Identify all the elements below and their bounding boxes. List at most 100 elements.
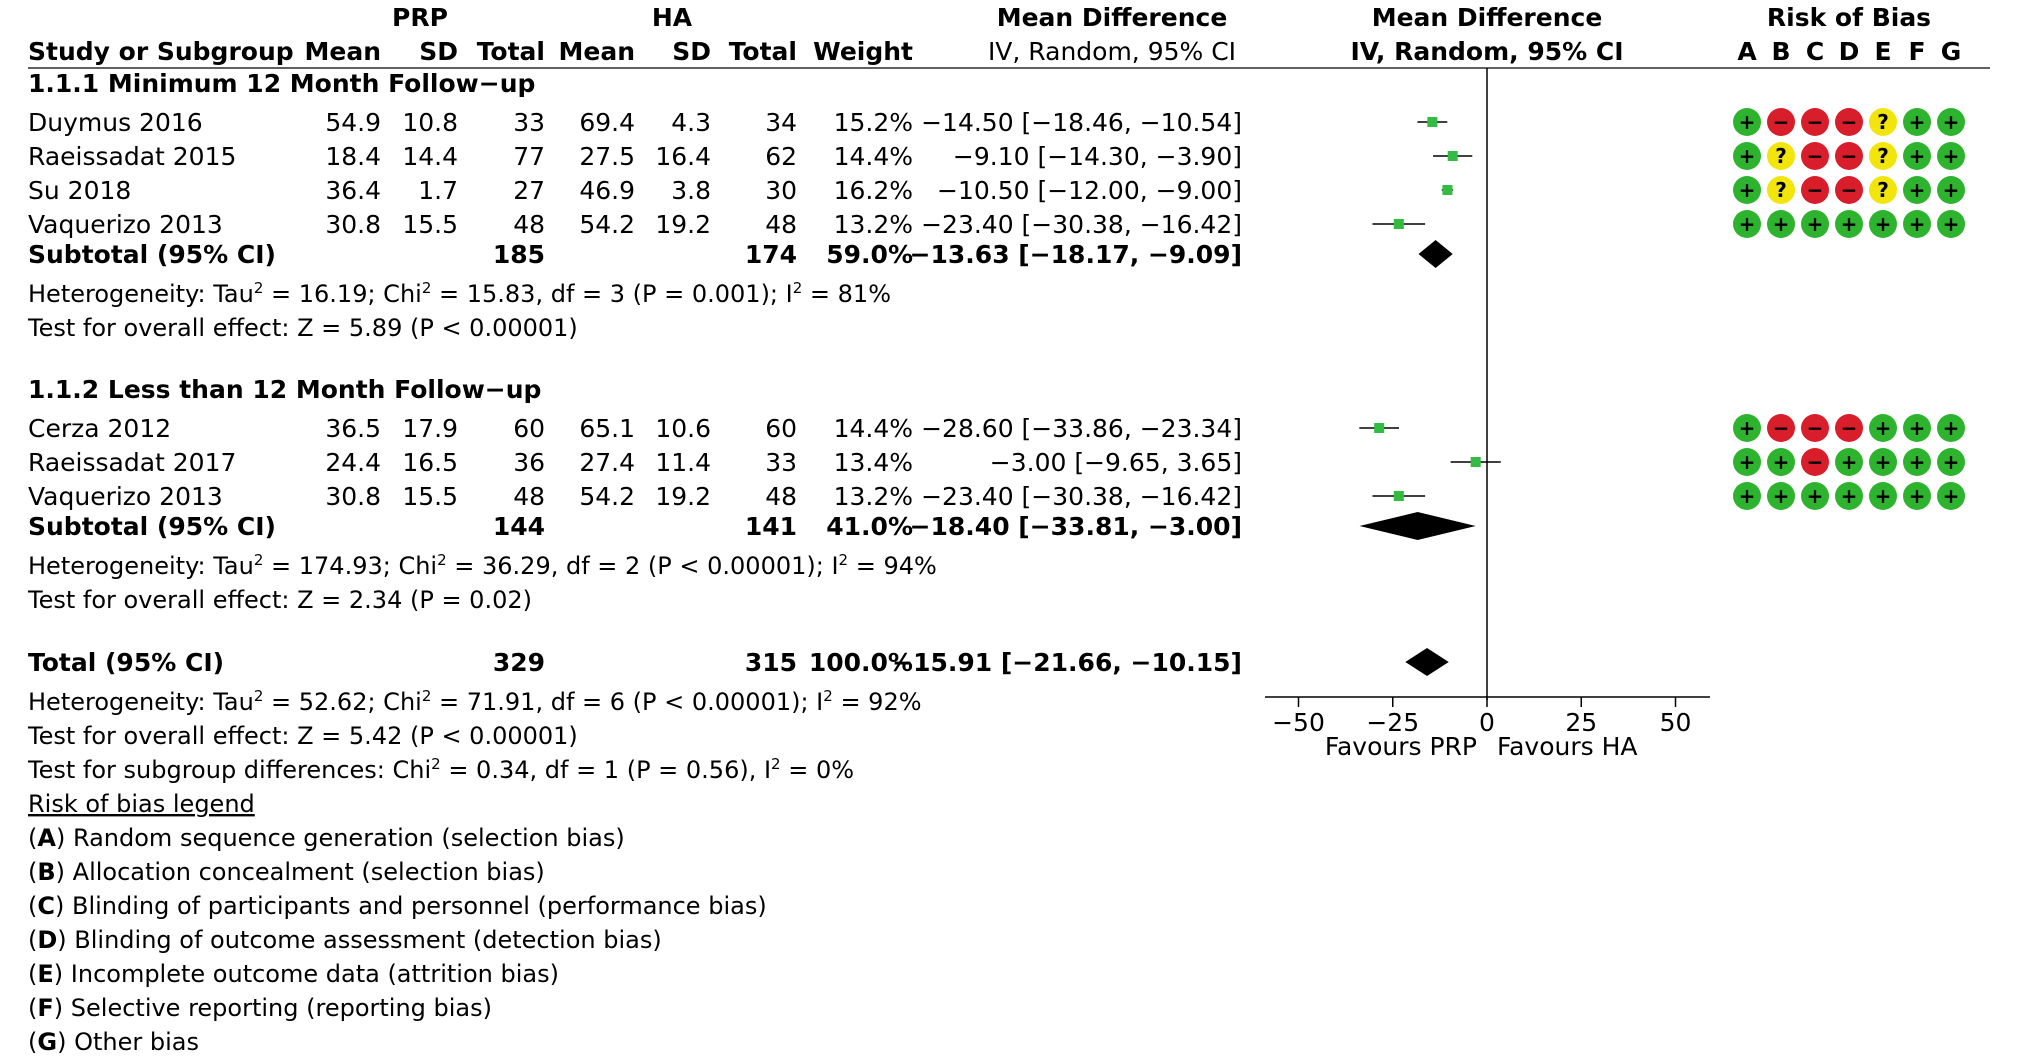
study-row-g1-2-n1: 27 [513,176,545,205]
header-prp: PRP [392,3,448,32]
study-row-g1-3-rob-e [1869,210,1897,238]
study-row-g1-1-rob-sym-c: − [1807,144,1824,168]
heterogeneity-total: Heterogeneity: Tau2 = 52.62; Chi2 = 71.9… [28,687,922,716]
total-ci: −15.91 [−21.66, −10.15] [892,648,1242,677]
header-md-plot-sub: IV, Random, 95% CI [1350,37,1623,66]
study-row-g1-3-point [1393,219,1404,229]
study-row-g2-0-rob-sym-a: + [1739,416,1756,440]
study-row-g1-1-rob-c [1801,142,1829,170]
header-sd1: SD [419,37,458,66]
study-row-g1-1-sd1: 14.4 [402,142,458,171]
study-row-g1-0-rob-sym-a: + [1739,110,1756,134]
study-row-g2-1-rob-f [1903,448,1931,476]
study-row-g1-0-rob-sym-f: + [1909,110,1926,134]
study-row-g1-3-rob-a [1733,210,1761,238]
study-row-g1-0-rob-g [1937,108,1965,136]
study-row-g1-0-name: Duymus 2016 [28,108,203,137]
study-row-g1-3-name: Vaquerizo 2013 [28,210,223,239]
study-row-g1-3-rob-d [1835,210,1863,238]
study-row-g1-0-rob-d [1835,108,1863,136]
study-row-g2-1-rob-sym-b: + [1773,450,1790,474]
favours-right: Favours HA [1497,732,1638,761]
study-row-g1-2-rob-sym-g: + [1943,178,1960,202]
rob-legend-item-a: (A) Random sequence generation (selectio… [28,824,625,852]
subtotal-1-weight: 59.0% [826,240,913,269]
study-row-g2-1-rob-a [1733,448,1761,476]
study-row-g2-2-ci: −23.40 [−30.38, −16.42] [921,482,1242,511]
x-tick-label-4: 50 [1660,708,1692,737]
study-row-g2-2-sd1: 15.5 [402,482,458,511]
study-row-g2-0-rob-b [1767,414,1795,442]
heterogeneity-1: Heterogeneity: Tau2 = 16.19; Chi2 = 15.8… [28,279,891,308]
rob-legend-item-c: (C) Blinding of participants and personn… [28,892,767,920]
study-row-g1-2-rob-sym-a: + [1739,178,1756,202]
study-row-g2-0-rob-sym-e: + [1875,416,1892,440]
study-row-g1-0-mean1: 54.9 [325,108,381,137]
rob-legend-title: Risk of bias legend [28,790,255,818]
header-mean1: Mean [304,37,381,66]
header-mean2: Mean [558,37,635,66]
study-row-g1-1-rob-sym-a: + [1739,144,1756,168]
study-row-g1-1-sd2: 16.4 [655,142,711,171]
study-row-g2-2-weight: 13.2% [834,482,913,511]
study-row-g1-1-rob-sym-g: + [1943,144,1960,168]
study-row-g1-1-name: Raeissadat 2015 [28,142,236,171]
study-row-g2-0-n1: 60 [513,414,545,443]
study-row-g2-2-rob-sym-g: + [1943,484,1960,508]
subgroup-1-title: 1.1.1 Minimum 12 Month Follow−up [28,69,535,98]
study-row-g1-2-rob-sym-f: + [1909,178,1926,202]
header-study: Study or Subgroup [28,37,294,66]
study-row-g1-3-rob-sym-a: + [1739,212,1756,236]
study-row-g2-2-rob-sym-a: + [1739,484,1756,508]
subtotal-2-label: Subtotal (95% CI) [28,512,276,541]
rob-letter-f: F [1908,37,1925,66]
study-row-g2-0-rob-sym-c: − [1807,416,1824,440]
header-md-left: Mean Difference [997,3,1228,32]
study-row-g2-0-rob-d [1835,414,1863,442]
study-row-g1-1-point [1447,151,1458,161]
study-row-g1-0-mean2: 69.4 [579,108,635,137]
study-row-g2-1-n1: 36 [513,448,545,477]
study-row-g1-2-ci: −10.50 [−12.00, −9.00] [937,176,1242,205]
study-row-g2-0-ci: −28.60 [−33.86, −23.34] [921,414,1242,443]
study-row-g1-2-point [1442,185,1453,195]
study-row-g1-0-sd2: 4.3 [671,108,711,137]
study-row-g1-2-rob-a [1733,176,1761,204]
header-md-left-sub: IV, Random, 95% CI [988,37,1236,66]
study-row-g2-0-name: Cerza 2012 [28,414,171,443]
study-row-g2-1-rob-sym-e: + [1875,450,1892,474]
subtotal-1-label: Subtotal (95% CI) [28,240,276,269]
study-row-g1-2-name: Su 2018 [28,176,131,205]
study-row-g2-1-name: Raeissadat 2017 [28,448,236,477]
study-row-g1-0-rob-a [1733,108,1761,136]
study-row-g1-0-n2: 34 [765,108,797,137]
study-row-g2-0-sd2: 10.6 [655,414,711,443]
x-tick-label-2: 0 [1479,708,1495,737]
study-row-g2-1-rob-sym-g: + [1943,450,1960,474]
study-row-g1-3-rob-g [1937,210,1965,238]
rob-legend-item-b: (B) Allocation concealment (selection bi… [28,858,545,886]
x-tick-label-1: −25 [1366,708,1419,737]
rob-letter-g: G [1941,37,1962,66]
study-row-g2-0-n2: 60 [765,414,797,443]
total-diamond [1405,648,1449,676]
study-row-g1-2-n2: 30 [765,176,797,205]
subgroup-2-title: 1.1.2 Less than 12 Month Follow−up [28,375,541,404]
study-row-g2-2-rob-sym-c: + [1807,484,1824,508]
study-row-g1-2-rob-sym-d: − [1841,178,1858,202]
study-row-g1-3-sd2: 19.2 [655,210,711,239]
study-row-g1-0-ci: −14.50 [−18.46, −10.54] [921,108,1242,137]
study-row-g2-1-sd1: 16.5 [402,448,458,477]
study-row-g1-3-rob-sym-b: + [1773,212,1790,236]
study-row-g1-2-rob-b [1767,176,1795,204]
study-row-g2-0-point [1374,423,1385,433]
study-row-g2-1-ci: −3.00 [−9.65, 3.65] [990,448,1242,477]
study-row-g1-0-rob-f [1903,108,1931,136]
study-row-g1-3-n1: 48 [513,210,545,239]
study-row-g1-1-rob-sym-d: − [1841,144,1858,168]
study-row-g2-1-weight: 13.4% [834,448,913,477]
subtotal-2-diamond [1359,512,1476,540]
subtotal-1-diamond [1418,240,1453,268]
overall-effect-total: Test for overall effect: Z = 5.42 (P < 0… [27,722,578,750]
